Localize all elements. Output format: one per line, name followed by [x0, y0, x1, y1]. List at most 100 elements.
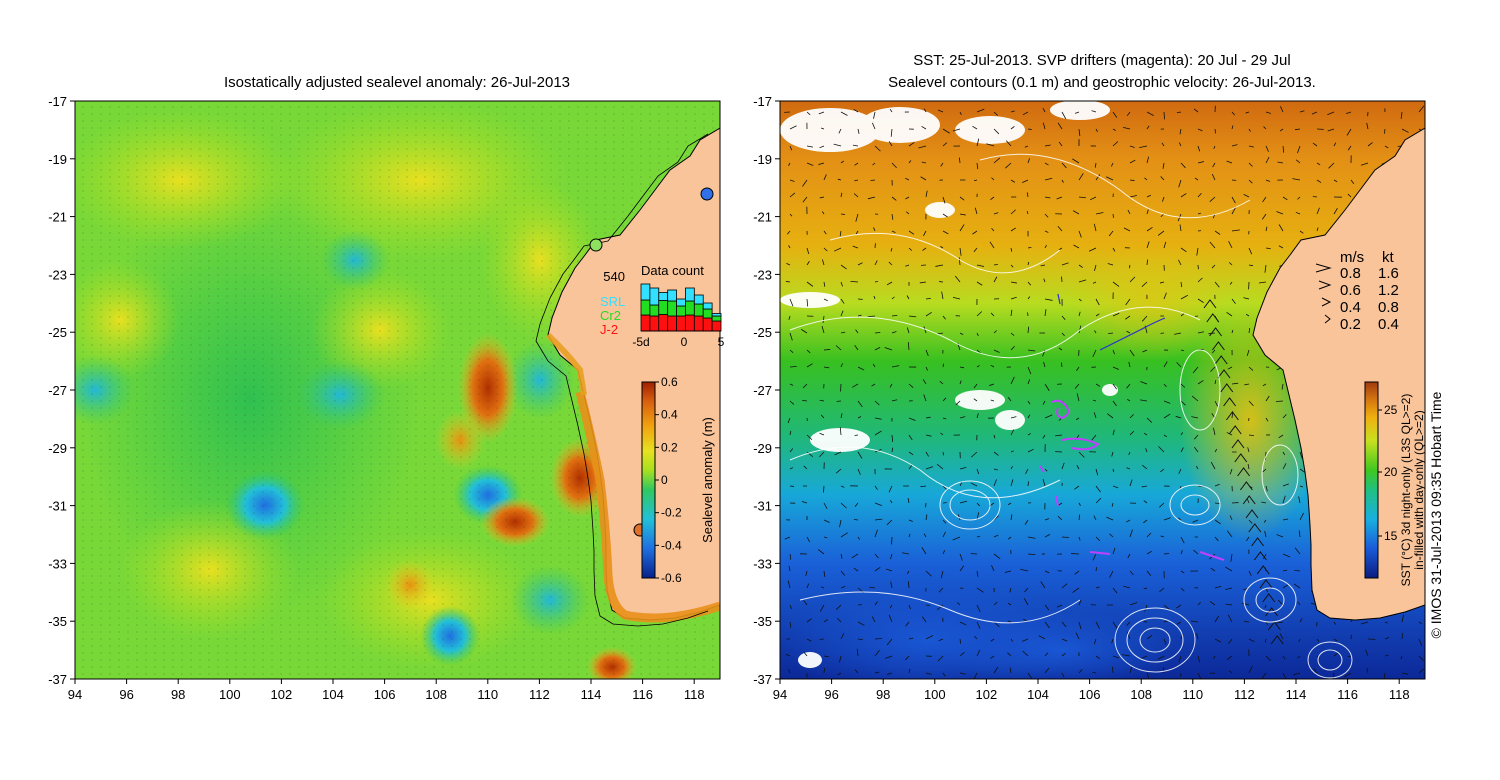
lon-tick-label: 100 [924, 687, 946, 702]
hist-bar-cr2 [711, 315, 722, 322]
lon-tick-label: 106 [374, 687, 396, 702]
lon-tick-label: 116 [632, 687, 653, 702]
lat-tick-label: -37 [48, 672, 67, 687]
hist-bar-j2 [658, 314, 669, 332]
lat-tick-label: -23 [753, 267, 772, 282]
left-title: Isostatically adjusted sealevel anomaly:… [224, 74, 570, 91]
hist-bar-srl [676, 298, 686, 307]
lon-tick-label: 94 [68, 687, 82, 702]
lon-tick-label: 94 [773, 687, 787, 702]
sealevel-anomaly-map [75, 101, 720, 679]
lat-tick-label: -17 [48, 94, 67, 109]
lon-tick-label: 102 [271, 687, 293, 702]
lon-tick-label: 104 [322, 687, 344, 702]
lat-tick-label: -25 [48, 325, 67, 340]
hist-bar-srl [702, 302, 713, 310]
hist-bar-cr2 [702, 308, 713, 319]
speed-legend: m/s kt 0.8 1.60.6 1.20.4 0.80.2 0.4 [1315, 249, 1399, 333]
lon-tick-label: 106 [1079, 687, 1101, 702]
ssh-colorbar-tick-label: -0.4 [661, 538, 682, 552]
hist-bar-cr2 [658, 300, 669, 315]
hist-bar-srl [711, 313, 722, 317]
ssh-colorbar-tick-label: -0.2 [661, 506, 682, 520]
hist-bar-cr2 [685, 300, 695, 316]
lon-tick-label: 112 [529, 687, 550, 702]
ssh-colorbar-tick-label: -0.6 [661, 571, 682, 585]
speed-ms-value: 0.4 [1340, 299, 1361, 316]
lon-tick-label: 118 [684, 687, 705, 702]
ssh-colorbar-label: Sealevel anomaly (m) [700, 417, 715, 543]
hist-bar-j2 [649, 315, 660, 332]
lon-tick-label: 100 [219, 687, 241, 702]
ssh-colorbar-tick-label: 0.2 [661, 440, 678, 454]
speed-legend-ms-header: m/s [1340, 249, 1364, 266]
lat-tick-label: -27 [753, 383, 772, 398]
ssh-colorbar-tick-label: 0.4 [661, 408, 678, 422]
legend-j2: J-2 [600, 322, 618, 337]
lon-tick-label: 104 [1027, 687, 1049, 702]
lat-tick-label: -25 [753, 325, 772, 340]
hist-tick-m5: -5d [632, 335, 649, 349]
hist-bar-j2 [640, 314, 651, 332]
hist-bar-srl [649, 287, 660, 306]
lon-tick-label: 108 [425, 687, 447, 702]
lat-tick-label: -23 [48, 267, 67, 282]
lon-tick-label: 116 [1337, 687, 1358, 702]
speed-kt-value: 1.6 [1378, 265, 1399, 282]
speed-arrow-icon [1324, 314, 1331, 324]
lat-tick-label: -19 [48, 152, 67, 167]
lon-tick-label: 98 [876, 687, 890, 702]
hist-bar-srl [693, 294, 704, 305]
lon-tick-label: 110 [1182, 687, 1203, 702]
geostrophic-velocity-arrows [784, 105, 1425, 679]
lat-tick-label: -35 [48, 614, 67, 629]
lat-tick-label: -21 [753, 210, 772, 225]
lat-tick-label: -29 [753, 441, 772, 456]
hist-bar-j2 [685, 314, 695, 332]
hist-bar-cr2 [640, 299, 651, 316]
legend-srl: SRL [600, 294, 625, 309]
svp-drifter-tracks [1039, 399, 1225, 561]
speed-ms-value: 0.2 [1340, 316, 1361, 333]
lon-tick-label: 102 [976, 687, 998, 702]
lat-tick-label: -19 [753, 152, 772, 167]
data-count-inset: Data count 540 SRL Cr2 J-2 -5d 0 5 [600, 263, 725, 349]
lon-tick-label: 108 [1130, 687, 1152, 702]
hist-bar-j2 [702, 317, 713, 332]
lat-tick-label: -27 [48, 383, 67, 398]
sst-colorbar-tick-label: 20 [1384, 465, 1398, 479]
speed-arrow-icon [1318, 280, 1332, 290]
hist-bar-cr2 [667, 300, 677, 317]
speed-arrow-icon [1321, 297, 1332, 307]
lat-tick-label: -21 [48, 210, 67, 225]
lon-tick-label: 114 [581, 687, 602, 702]
right-title-line1: SST: 25-Jul-2013. SVP drifters (magenta)… [913, 52, 1290, 69]
lat-tick-label: -33 [753, 556, 772, 571]
data-count-max: 540 [603, 269, 625, 284]
sst-colorbar-tick-label: 15 [1384, 529, 1398, 543]
lon-tick-label: 118 [1389, 687, 1410, 702]
sst-map [780, 101, 1425, 679]
hist-bar-cr2 [693, 303, 704, 317]
right-title-line2: Sealevel contours (0.1 m) and geostrophi… [888, 74, 1316, 91]
hist-bar-j2 [693, 315, 704, 332]
sst-colorbar-tick-label: 25 [1384, 403, 1398, 417]
sst-colorbar-label-2: in-filled with day-only (QL>=2) [1412, 410, 1426, 569]
lat-tick-label: -33 [48, 556, 67, 571]
legend-cr2: Cr2 [600, 308, 621, 323]
speed-kt-value: 0.8 [1378, 299, 1399, 316]
hist-bar-cr2 [649, 304, 660, 317]
lon-tick-label: 110 [477, 687, 498, 702]
lat-tick-label: -35 [753, 614, 772, 629]
hist-bar-srl [658, 292, 669, 301]
hist-tick-0: 0 [681, 335, 688, 349]
hist-bar-j2 [667, 315, 677, 332]
data-count-title: Data count [641, 263, 704, 278]
lon-tick-label: 96 [824, 687, 838, 702]
hist-tick-5: 5 [718, 335, 725, 349]
lon-tick-label: 98 [171, 687, 185, 702]
speed-ms-value: 0.6 [1340, 282, 1361, 299]
